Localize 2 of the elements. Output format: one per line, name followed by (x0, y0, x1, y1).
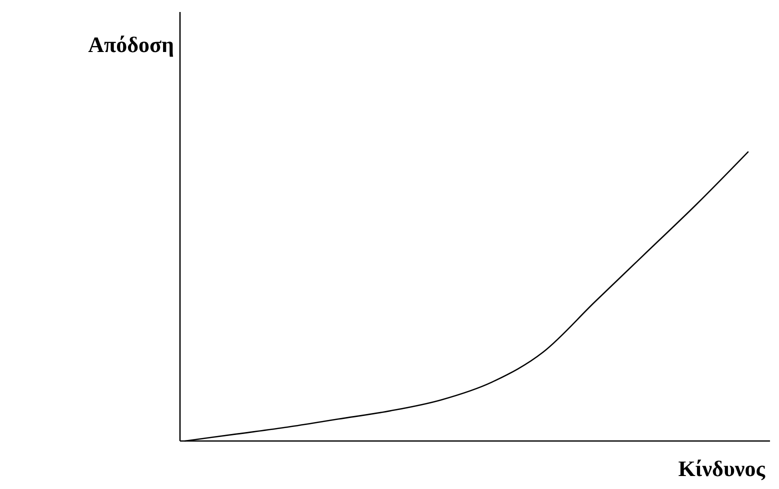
x-axis-title: Κίνδυνος (678, 456, 766, 481)
y-axis-title: Απόδοση (88, 32, 174, 57)
